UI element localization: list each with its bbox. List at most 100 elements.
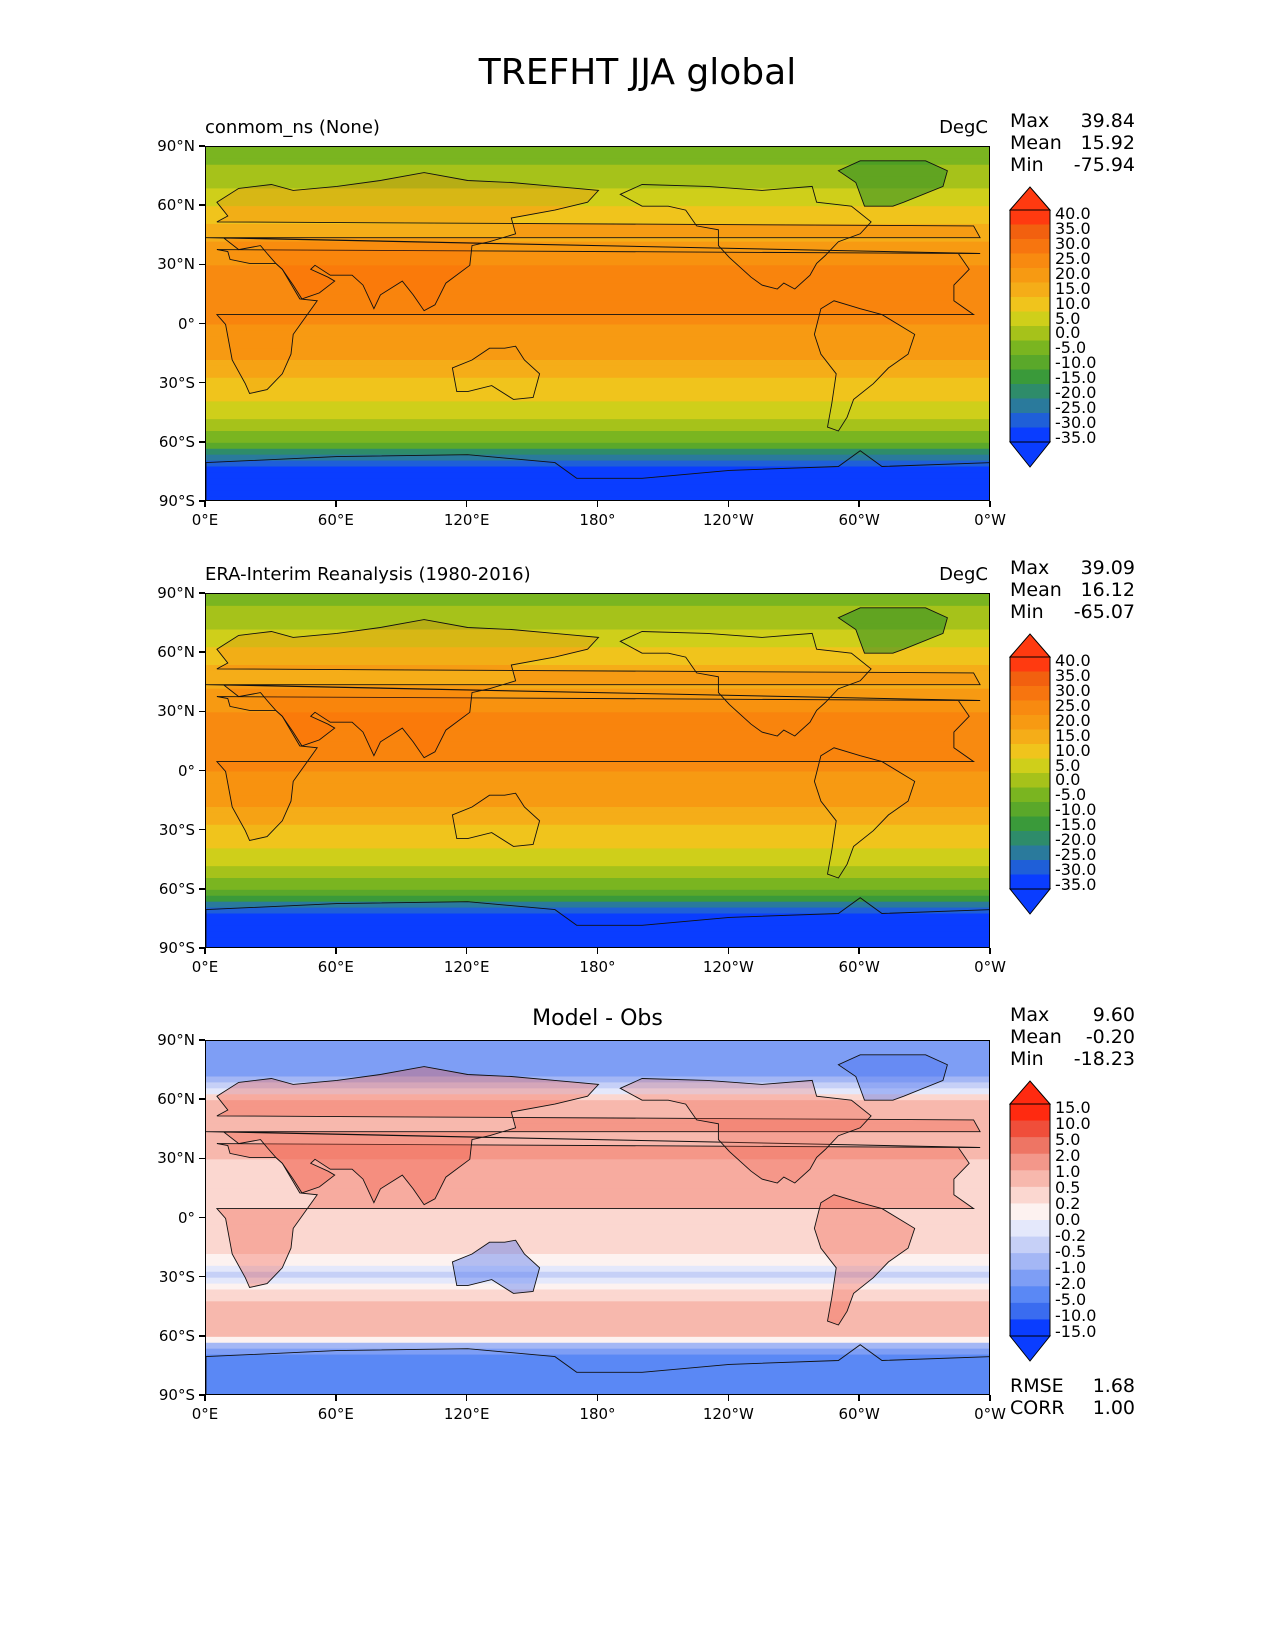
zonal-band [206, 360, 989, 367]
lon-tick-label: 180° [579, 1405, 616, 1423]
colorbar-bin [1010, 671, 1050, 687]
zonal-band [206, 1177, 989, 1184]
lat-tick [199, 322, 205, 325]
colorbar-bin [1010, 686, 1050, 701]
panel-title: conmom_ns (None) [205, 117, 380, 138]
colorbar-bin [1010, 729, 1050, 745]
zonal-band [206, 1271, 989, 1279]
zonal-band [206, 724, 989, 731]
zonal-band [206, 324, 989, 332]
zonal-band [206, 1384, 989, 1391]
zonal-band [206, 1117, 989, 1125]
zonal-band [206, 1390, 989, 1394]
colorbar-label: 5.0 [1055, 308, 1081, 328]
stat-label: Mean [1010, 1026, 1062, 1048]
zonal-band [206, 1076, 989, 1084]
map-svg [206, 1041, 989, 1394]
lon-tick [989, 948, 991, 954]
colorbar-label: 0.0 [1055, 770, 1081, 790]
zonal-band [206, 235, 989, 243]
zonal-band [206, 1200, 989, 1208]
map-plot [205, 1040, 990, 1395]
zonal-band [206, 1106, 989, 1113]
stat-label: Mean [1010, 132, 1062, 154]
lon-tick-label: 60°E [317, 511, 354, 529]
zonal-band [206, 206, 989, 213]
zonal-band [206, 1123, 989, 1131]
lon-tick-label: 0°W [974, 1405, 1006, 1423]
zonal-band [206, 665, 989, 672]
panel-units: DegC [939, 564, 988, 585]
zonal-band [206, 777, 989, 784]
zonal-band [206, 1277, 989, 1285]
colorbar-label: -5.0 [1055, 338, 1087, 358]
stat-label: RMSE [1010, 1375, 1064, 1397]
lat-tick-label: 30°N [157, 1149, 195, 1168]
colorbar-label: 15.0 [1055, 278, 1091, 298]
colorbar-bin [1010, 311, 1050, 327]
colorbar-label: -30.0 [1055, 413, 1097, 433]
zonal-band [206, 647, 989, 654]
zonal-band [206, 170, 989, 178]
lat-tick-label: 60°S [158, 432, 195, 451]
coastline [619, 1078, 872, 1184]
stat-label: Max [1010, 557, 1050, 579]
map-plot [205, 593, 990, 948]
colorbar-bin [1010, 369, 1050, 385]
coastline [837, 607, 948, 654]
panel-extra-stats: RMSE 1.68 CORR 1.00 [1010, 1375, 1135, 1419]
colorbar-bin [1010, 860, 1050, 875]
lon-tick-label: 60°E [317, 958, 354, 976]
zonal-band [206, 1378, 989, 1385]
zonal-band [206, 348, 989, 355]
zonal-band [206, 682, 989, 690]
zonal-band [206, 1100, 989, 1107]
colorbar-bin [1010, 427, 1050, 443]
colorbar-label: 25.0 [1055, 248, 1091, 268]
zonal-band [206, 659, 989, 666]
zonal-band [206, 824, 989, 832]
stat-label: Mean [1010, 579, 1062, 601]
colorbar-bin [1010, 282, 1050, 298]
zonal-band [206, 771, 989, 779]
panel-stats: Max 9.60 Mean -0.20 Min -18.23 [1010, 1004, 1135, 1070]
zonal-band [206, 1366, 989, 1373]
lon-tick [204, 1395, 206, 1401]
lat-tick [199, 947, 205, 949]
zonal-band [206, 318, 989, 326]
zonal-band [206, 247, 989, 255]
zonal-band [206, 937, 989, 944]
colorbar-bin [1010, 744, 1050, 759]
colorbar-label: -0.2 [1055, 1226, 1087, 1245]
zonal-band [206, 1319, 989, 1326]
lat-tick-label: 60°N [157, 643, 195, 662]
zonal-band [206, 194, 989, 201]
lat-tick-label: 60°N [157, 196, 195, 215]
colorbar-bin [1010, 268, 1050, 283]
lon-tick [204, 501, 206, 507]
stat-row: Mean 16.12 [1010, 579, 1135, 601]
lat-tick [199, 1275, 205, 1278]
lon-tick [465, 501, 468, 507]
lon-tick [727, 501, 730, 507]
stat-value: 1.68 [1092, 1375, 1135, 1397]
zonal-band [206, 943, 989, 947]
lat-tick [199, 1098, 205, 1100]
zonal-band [206, 1052, 989, 1060]
zonal-band [206, 872, 989, 879]
zonal-band [206, 454, 989, 462]
coastline [206, 1344, 989, 1394]
colorbar-bin [1010, 1236, 1050, 1254]
zonal-band [206, 259, 989, 266]
map-plot [205, 146, 990, 501]
lat-tick-label: 90°S [158, 1386, 195, 1404]
zonal-band [206, 789, 989, 796]
stat-row: Min -75.94 [1010, 154, 1135, 176]
colorbar-extend-max [1008, 633, 1052, 658]
zonal-band [206, 801, 989, 808]
colorbar-bin [1010, 787, 1050, 803]
colorbar-label: 0.2 [1055, 1194, 1081, 1213]
lat-tick [199, 651, 205, 653]
zonal-band [206, 901, 989, 909]
colorbar-label: 35.0 [1055, 665, 1091, 685]
